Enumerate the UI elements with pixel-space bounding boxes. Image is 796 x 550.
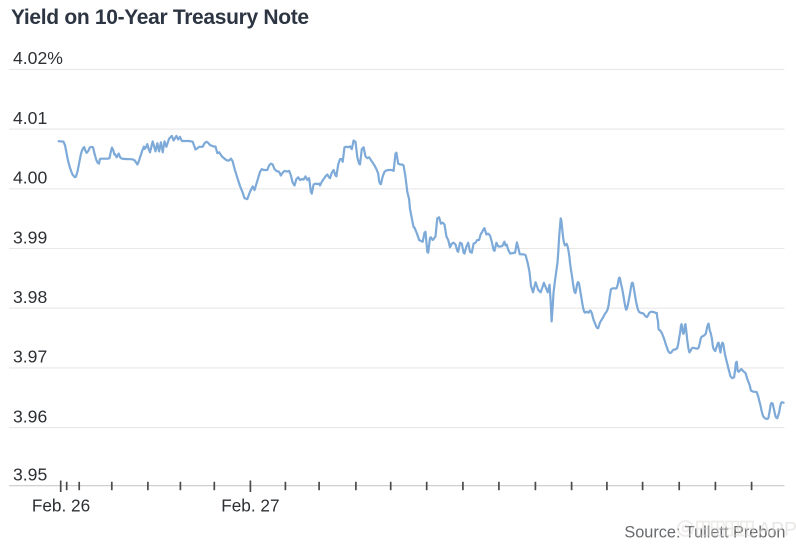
svg-text:Source: Tullett Prebon: Source: Tullett Prebon (624, 524, 785, 542)
svg-text:3.98: 3.98 (13, 287, 47, 307)
svg-text:Feb. 27: Feb. 27 (221, 496, 279, 516)
svg-text:3.95: 3.95 (13, 465, 47, 485)
svg-text:4.01: 4.01 (13, 108, 47, 128)
svg-text:4.00: 4.00 (13, 168, 47, 188)
svg-text:3.99: 3.99 (13, 227, 47, 247)
svg-text:APP: APP (758, 519, 796, 541)
svg-text:Feb. 26: Feb. 26 (32, 496, 90, 516)
svg-text:3.97: 3.97 (13, 347, 47, 367)
svg-text:4.02%: 4.02% (13, 48, 63, 68)
svg-text:3.96: 3.96 (13, 406, 47, 426)
